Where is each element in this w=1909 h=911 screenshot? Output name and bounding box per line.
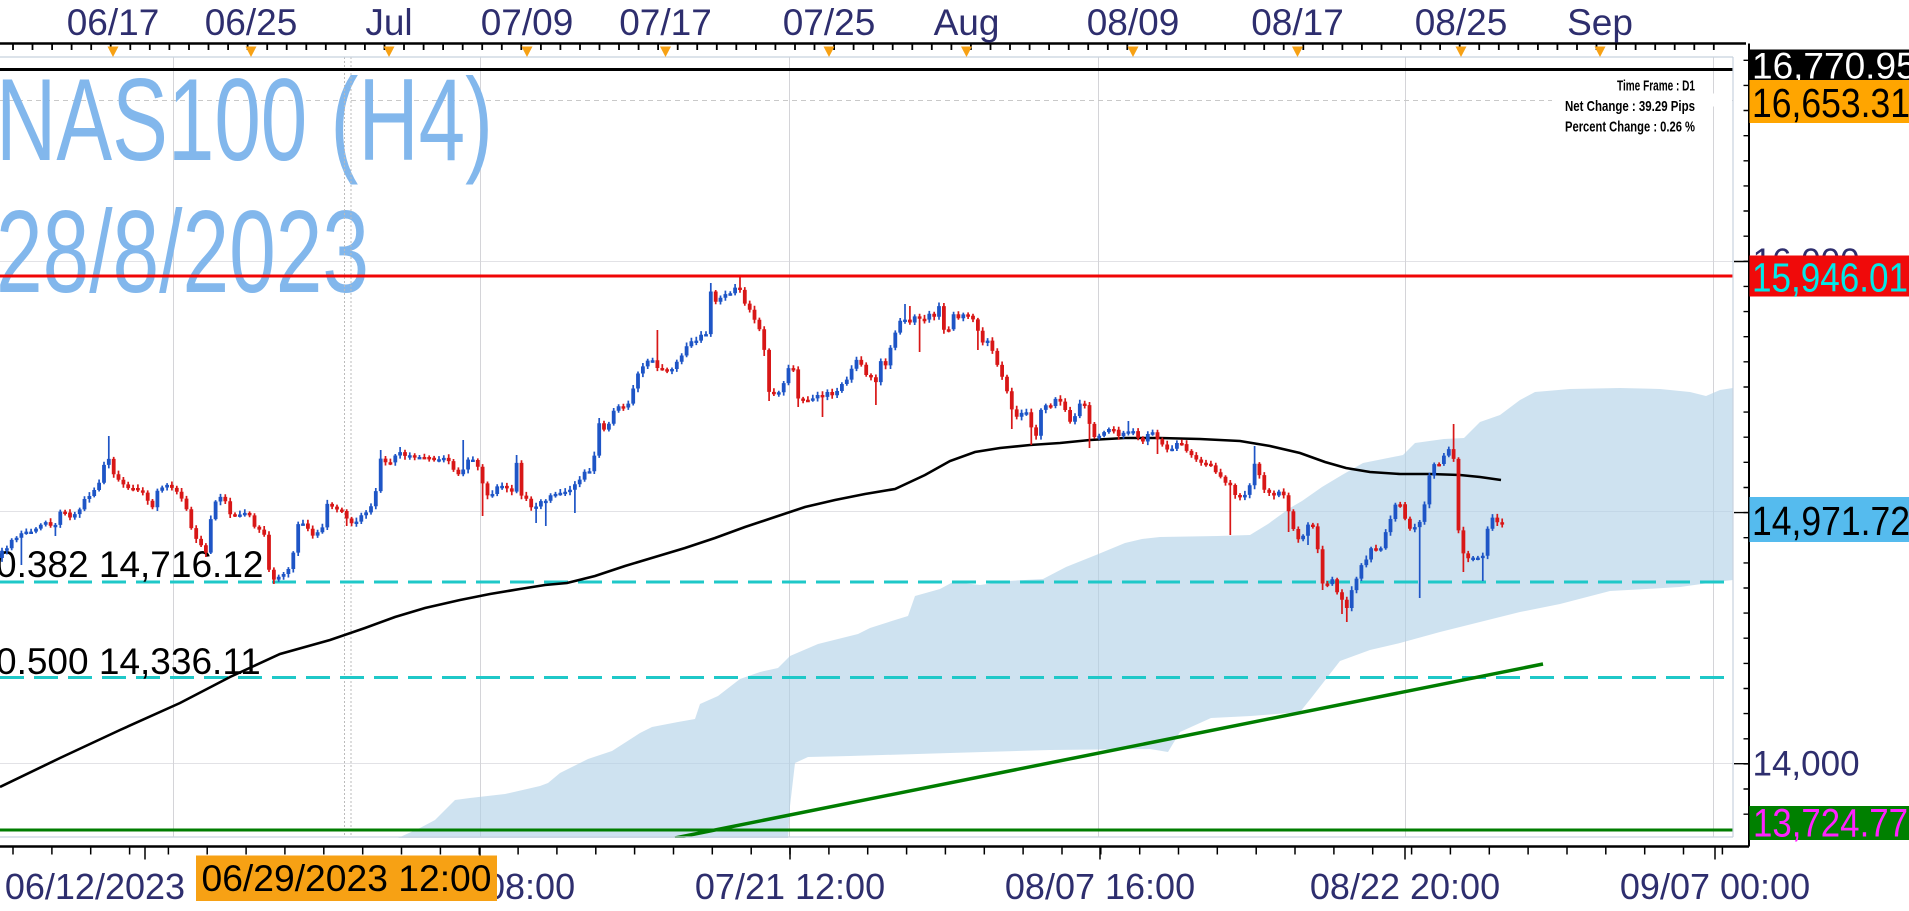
svg-text:NAS100 (H4): NAS100 (H4) (0, 54, 493, 185)
svg-text:16,770.95: 16,770.95 (1752, 46, 1909, 87)
svg-text:0.382 14,716.12: 0.382 14,716.12 (0, 544, 263, 585)
svg-text:Sep: Sep (1567, 2, 1633, 43)
svg-text:07/09: 07/09 (481, 2, 574, 43)
svg-text:06/25: 06/25 (205, 2, 298, 43)
svg-text:08/09: 08/09 (1087, 2, 1180, 43)
svg-text:07/25: 07/25 (783, 2, 876, 43)
svg-text:15,946.01: 15,946.01 (1752, 255, 1908, 301)
svg-text:08/22 20:00: 08/22 20:00 (1310, 866, 1500, 907)
svg-text:28/8/2023: 28/8/2023 (0, 186, 369, 317)
svg-text:Aug: Aug (934, 2, 1000, 43)
svg-text:07/21 12:00: 07/21 12:00 (695, 866, 885, 907)
svg-text:Time Frame : D1: Time Frame : D1 (1617, 78, 1695, 95)
svg-text:08/17: 08/17 (1251, 2, 1344, 43)
svg-text:14,000: 14,000 (1753, 745, 1860, 784)
svg-text:Net Change : 39.29 Pips: Net Change : 39.29 Pips (1565, 98, 1695, 115)
svg-text:14,971.72: 14,971.72 (1752, 498, 1909, 544)
svg-text:13,724.77: 13,724.77 (1753, 802, 1908, 846)
svg-text:08/07 16:00: 08/07 16:00 (1005, 866, 1195, 907)
svg-text:0.500 14,336.11: 0.500 14,336.11 (0, 641, 261, 682)
svg-text:06/29/2023 12:00: 06/29/2023 12:00 (202, 858, 492, 899)
svg-text:09/07 00:00: 09/07 00:00 (1620, 866, 1810, 907)
svg-text:Jul: Jul (365, 2, 412, 43)
svg-text:07/17: 07/17 (619, 2, 712, 43)
svg-text:16,653.31: 16,653.31 (1752, 80, 1909, 126)
svg-text:Percent Change : 0.26 %: Percent Change : 0.26 % (1565, 119, 1695, 136)
svg-text:06/17: 06/17 (67, 2, 160, 43)
svg-text:08/25: 08/25 (1415, 2, 1508, 43)
